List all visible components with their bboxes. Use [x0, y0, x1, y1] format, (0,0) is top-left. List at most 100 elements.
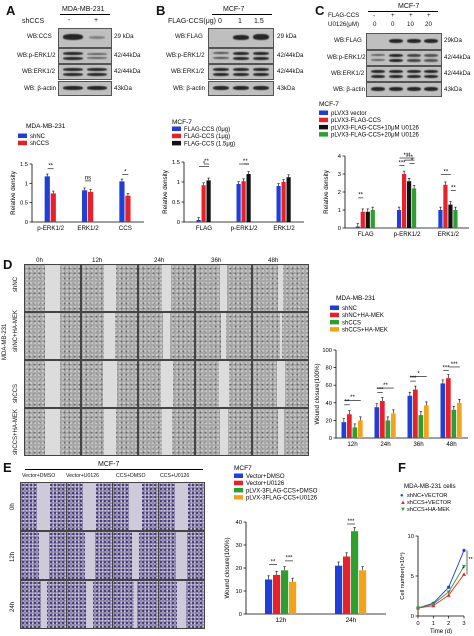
y-tick-label: 80: [326, 366, 332, 372]
series-line: [417, 550, 465, 609]
significance-mark: **: [443, 169, 448, 175]
micrograph-image: [195, 264, 252, 312]
micrograph-image: [112, 531, 159, 580]
wound-gap: [37, 483, 50, 530]
wound-gap: [218, 361, 229, 407]
row-label: 12h: [10, 551, 16, 562]
legend-swatch: [18, 140, 27, 146]
micrograph-image: [66, 580, 113, 629]
bar: [196, 220, 201, 222]
bar: [438, 210, 443, 228]
col-label: CCS+U0126: [160, 473, 190, 479]
legend-swatch: [319, 132, 328, 137]
bar: [88, 191, 94, 222]
row-label: 24h: [10, 601, 16, 612]
legend-entry: pLVX3 vector: [331, 111, 367, 117]
row-label: shCCS+HA-MEK: [13, 409, 19, 455]
bar: [380, 401, 385, 438]
y-tick-label: 1: [338, 208, 341, 214]
wound-gap: [104, 313, 115, 359]
bar: [125, 195, 131, 222]
bar: [119, 181, 125, 222]
y-tick-label: 20: [236, 566, 242, 572]
y-tick-label: 10: [236, 589, 242, 595]
chart-title: MCF7: [234, 465, 252, 472]
significance-mark: *: [462, 566, 465, 572]
row-label: shNC+HA-MEK: [13, 310, 19, 352]
x-tick-label: ERK1/2: [273, 225, 295, 232]
significance-mark: **: [271, 559, 276, 565]
micrograph-image: [81, 360, 138, 408]
row-label: FLAG-CCS: [328, 12, 360, 19]
significance-mark: **: [48, 164, 53, 170]
significance-mark: *: [417, 371, 420, 377]
cell-line-label: MCF-7: [398, 3, 420, 10]
legend-swatch: [330, 305, 339, 310]
significance-mark: ***: [285, 556, 293, 562]
legend-swatch: [172, 140, 181, 146]
blot-strip: [366, 33, 442, 50]
blot-label: WB:FLAG: [334, 37, 362, 44]
significance-mark: ***: [376, 387, 384, 393]
bar: [276, 186, 281, 222]
chart-title: MDA-MB-231: [336, 295, 376, 302]
y-axis-label: Cell number(×10⁴): [399, 552, 406, 600]
x-tick-label: 3: [462, 621, 465, 627]
data-point: [462, 548, 466, 552]
wound-gap: [176, 532, 187, 579]
bar: [281, 570, 289, 614]
kda-label: 43kDa: [114, 85, 132, 92]
bar: [370, 210, 375, 228]
y-tick-label: 1: [177, 180, 180, 186]
micrograph-image: [81, 408, 138, 456]
significance-mark: *: [203, 161, 206, 167]
wound-gap: [132, 532, 139, 579]
row-label: shCCS: [13, 383, 19, 403]
bar: [407, 395, 413, 438]
significance-mark: ***: [451, 362, 459, 368]
x-tick-label: p-ERK1/2: [231, 225, 258, 232]
dose-label: 0: [218, 18, 222, 25]
significance-mark: *: [124, 170, 127, 176]
bar: [289, 581, 297, 614]
x-tick-label: CCS: [119, 225, 132, 232]
micrograph-image: [81, 312, 138, 360]
chart-f-cell-number: MDA-MB-231 cells● shNC+VECTOR▲ shCCS+VECTO…: [399, 483, 474, 634]
kda-label: 29kDa: [444, 37, 462, 44]
micrograph-image: [158, 580, 205, 629]
legend-swatch: [319, 117, 328, 123]
bar: [347, 414, 352, 438]
micrograph-image: [252, 360, 309, 408]
blot-label: WB:ERK1/2: [331, 70, 365, 77]
legend-swatch: [319, 110, 328, 115]
x-tick-label: 12h: [276, 617, 287, 624]
x-tick-label: 12h: [347, 441, 358, 448]
panel-label-f: F: [398, 460, 406, 475]
blot-strip: [58, 28, 112, 48]
legend-entry: pLVX3-FLAG-CCS: [331, 118, 381, 124]
legend-entry: shCCS+HA-MEK: [407, 507, 450, 513]
x-tick-label: 24h: [380, 441, 391, 448]
bar: [351, 531, 359, 614]
micrograph-image: [138, 312, 195, 360]
legend-swatch: [330, 327, 339, 332]
significance-mark: **: [383, 383, 388, 389]
legend-swatch: [172, 133, 181, 139]
bar: [358, 420, 363, 438]
row-label: 0h: [10, 503, 16, 510]
bar: [440, 383, 446, 438]
wound-gap: [175, 483, 188, 530]
micrograph-image: [66, 482, 113, 531]
y-tick-label: 30: [236, 543, 242, 549]
blot-label: WB:p-ERK1/2: [17, 52, 56, 59]
bar: [424, 405, 429, 438]
kda-label: 29 kDa: [277, 33, 297, 40]
significance-mark: **: [350, 395, 355, 401]
kda-label: 43kDa: [444, 86, 462, 93]
y-tick-label: 60: [326, 383, 332, 389]
legend-marker: ▲: [400, 500, 406, 506]
wound-gap: [38, 532, 49, 579]
blot-label: WB: β-actin: [333, 86, 366, 93]
significance-mark: ***: [442, 365, 450, 371]
blot-strip: [208, 81, 274, 96]
